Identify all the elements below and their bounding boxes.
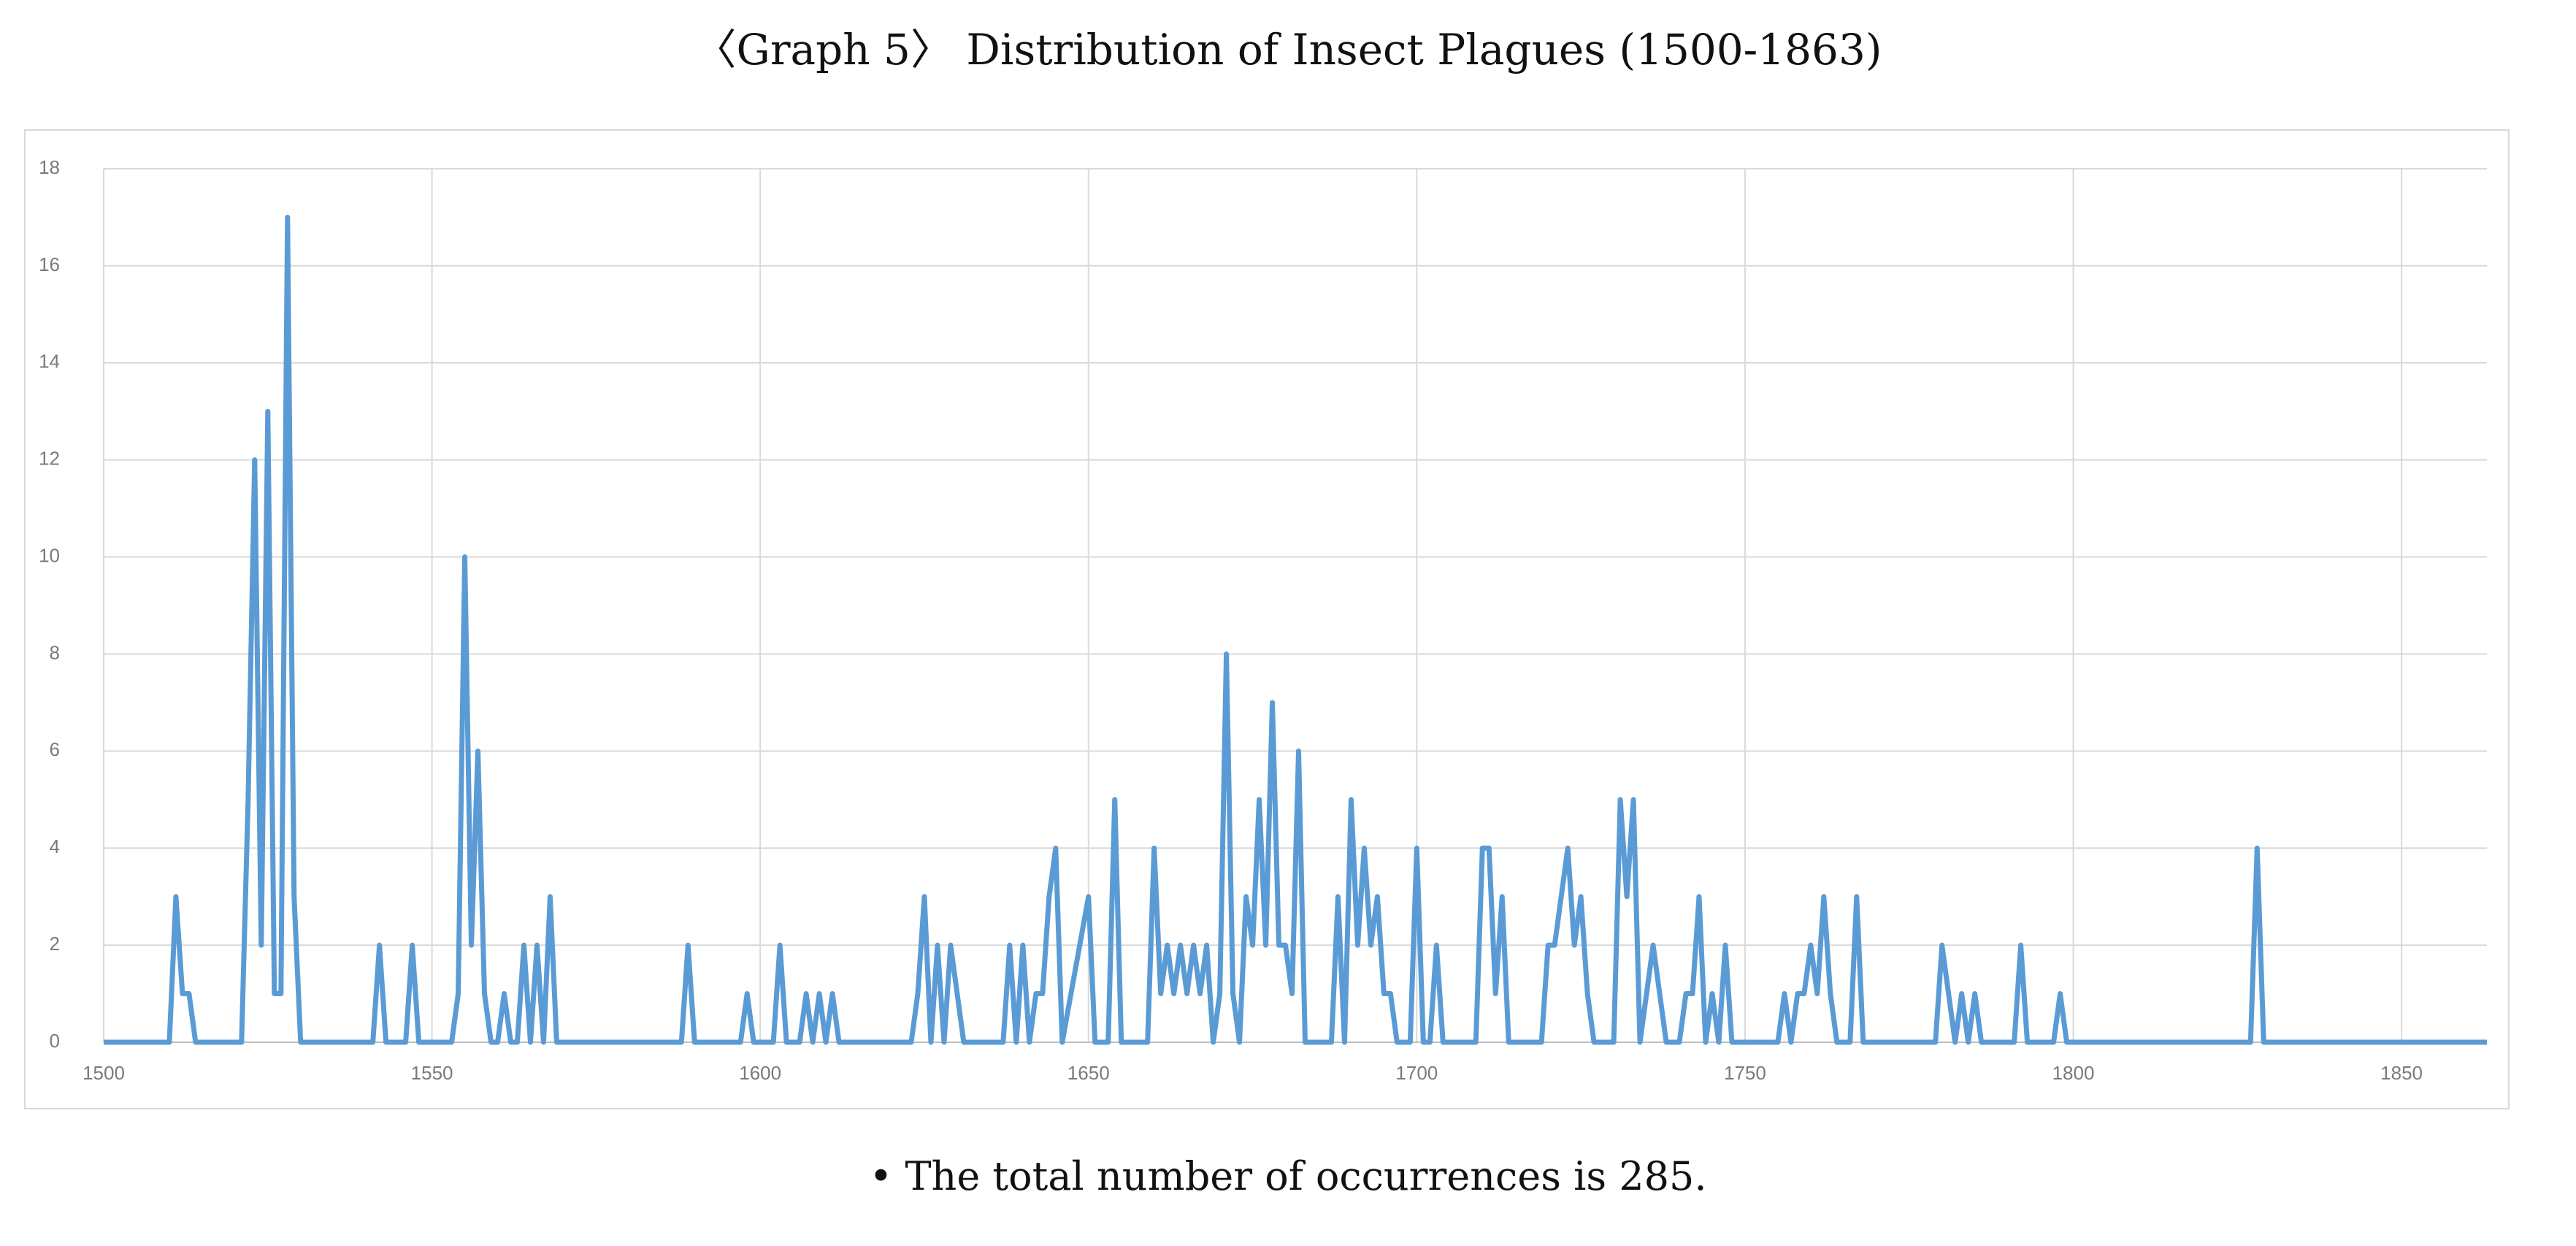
x-tick-label: 1850 [2380,1062,2423,1084]
chart-frame [24,129,2510,1109]
x-tick-label: 1750 [1724,1062,1766,1084]
x-tick-label: 1600 [739,1062,781,1084]
chart-title: 〈Graph 5〉 Distribution of Insect Plagues… [694,25,1882,74]
data-line [104,214,2487,1045]
y-tick-label: 18 [39,156,60,178]
y-tick-label: 8 [50,641,60,663]
x-tick-label: 1650 [1067,1062,1110,1084]
footnote: • The total number of occurrences is 285… [870,1153,1707,1199]
y-tick-label: 14 [39,351,60,372]
x-tick-label: 1800 [2052,1062,2095,1084]
x-tick-label: 1500 [83,1062,125,1084]
x-tick-label: 1550 [411,1062,453,1084]
y-tick-label: 4 [50,836,60,857]
y-tick-label: 0 [50,1030,60,1052]
x-tick-label: 1700 [1395,1062,1438,1084]
y-tick-label: 16 [39,253,60,275]
y-tick-label: 2 [50,933,60,955]
y-tick-label: 10 [39,544,60,566]
y-tick-label: 12 [39,448,60,470]
y-tick-label: 6 [50,738,60,760]
